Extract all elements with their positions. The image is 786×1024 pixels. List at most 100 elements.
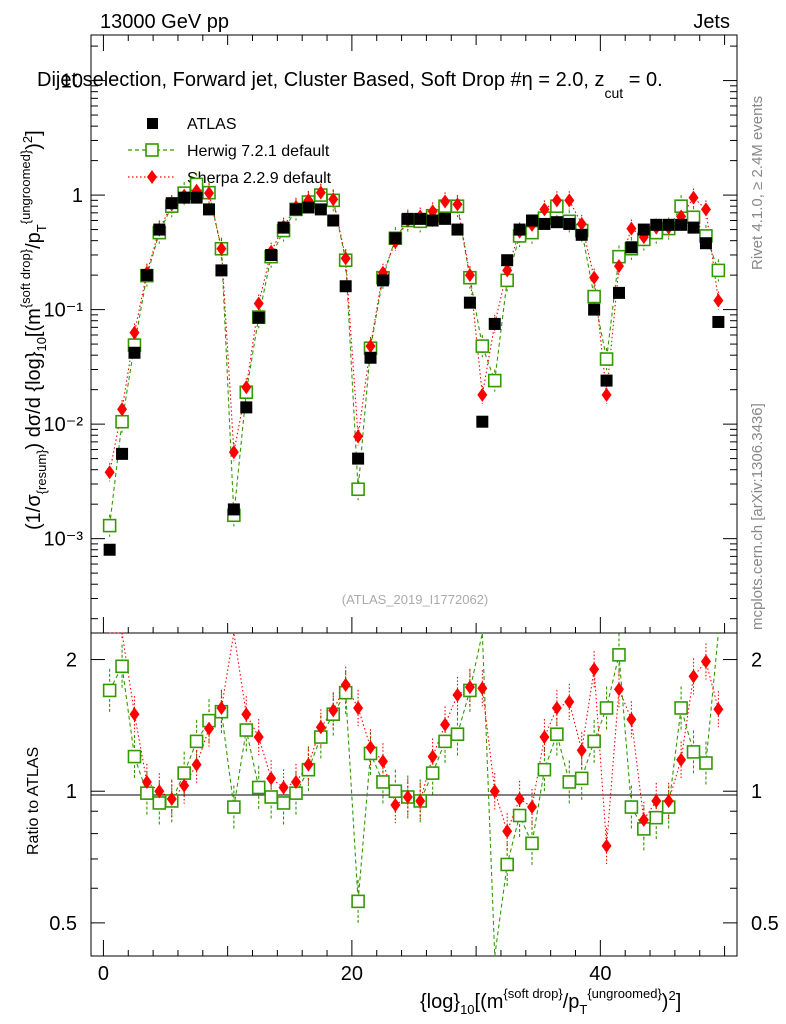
ratio-herwig-point (500, 857, 514, 872)
atlas-point (463, 296, 476, 309)
sherpa-point (564, 193, 575, 208)
main-y-tick-label: 10⁻³ (44, 529, 84, 551)
ratio-sherpa-point (601, 838, 612, 853)
atlas-point (699, 237, 712, 250)
ratio-herwig-point (550, 727, 564, 742)
ratio-herwig-point (450, 727, 465, 742)
sherpa-point (104, 465, 115, 480)
ratio-herwig-point (227, 800, 241, 814)
energy-label: 13000 GeV pp (100, 11, 229, 33)
atlas-point (252, 311, 265, 324)
ratio-herwig-point (376, 775, 390, 789)
herwig-point (587, 289, 601, 304)
atlas-point (588, 303, 601, 316)
xlabel: {log}10[(m{soft drop}/pT{ungroomed})2] (420, 986, 681, 1017)
ratio-sherpa-point (166, 791, 177, 806)
mcplots-label: mcplots.cern.ch [arXiv:1306.3436] (749, 403, 766, 630)
sherpa-point (328, 192, 339, 207)
atlas-point (439, 212, 452, 225)
rivet-label: Rivet 4.1.0, ≥ 2.4M events (749, 96, 766, 270)
atlas-point (451, 223, 464, 236)
ratio-sherpa-point (315, 720, 326, 735)
ratio-sherpa-point (514, 791, 525, 806)
ratio-sherpa-point (613, 682, 624, 697)
atlas-point (612, 286, 625, 299)
atlas-point (426, 214, 439, 227)
atlas-point (712, 315, 725, 328)
ratio-herwig-point (251, 780, 266, 795)
ratio-sherpa-point (464, 680, 475, 695)
ratio-sherpa-point (688, 669, 699, 684)
ratio-sherpa-point (278, 780, 289, 795)
sherpa-point (477, 387, 488, 402)
herwig-point (351, 482, 365, 497)
legend-atlas-marker (147, 118, 158, 129)
atlas-point (401, 212, 414, 225)
atlas-point (240, 401, 253, 414)
ratio-herwig-point (624, 800, 639, 814)
ratio-sherpa-point (551, 700, 562, 715)
ratio-herwig-point (599, 701, 614, 715)
ratio-sherpa-point (638, 812, 649, 827)
atlas-point (140, 269, 153, 282)
ratio-sherpa-point (477, 681, 488, 696)
ratio-y-tick-label-right: 2 (751, 650, 762, 672)
sherpa-point (626, 221, 637, 236)
ratio-herwig-point (239, 723, 254, 737)
main-y-tick-label: 10⁻¹ (44, 300, 84, 322)
atlas-point (116, 447, 129, 460)
atlas-point (376, 274, 389, 287)
category-label: Jets (693, 11, 730, 33)
ratio-sherpa-point (663, 793, 674, 808)
atlas-point (675, 218, 688, 231)
ratio-herwig-point (649, 810, 664, 825)
ratio-sherpa-point (713, 702, 724, 717)
sherpa-point (502, 263, 513, 278)
sherpa-point (700, 202, 711, 217)
ratio-sherpa-point (502, 824, 513, 839)
ratio-sherpa-point (253, 730, 264, 745)
ratio-sherpa-point (489, 784, 500, 799)
x-tick-label: 40 (589, 963, 611, 985)
ratio-herwig-point (587, 734, 601, 749)
ratio-sherpa-point (191, 757, 202, 772)
atlas-point (364, 351, 377, 364)
ratio-sherpa-point (564, 694, 575, 709)
atlas-point (327, 214, 340, 227)
sherpa-point (589, 270, 600, 285)
selection-title-sub: cut (604, 85, 623, 101)
sherpa-point (129, 325, 140, 340)
atlas-point (153, 223, 166, 236)
atlas-point (687, 221, 700, 234)
atlas-point (662, 218, 675, 231)
ratio-sherpa-point (589, 662, 600, 677)
ratio-sherpa-point (415, 793, 426, 808)
sherpa-point (613, 259, 624, 274)
ratio-sherpa-point (651, 793, 662, 808)
atlas-point (575, 228, 588, 241)
ratio-sherpa-point (204, 721, 215, 736)
legend: ATLAS Herwig 7.2.1 default Sherpa 2.2.9 … (128, 116, 332, 187)
atlas-point (513, 223, 526, 236)
ratio-sherpa-point (539, 730, 550, 745)
sherpa-point (365, 339, 376, 354)
ratio-sherpa-point (676, 752, 687, 767)
atlas-point (550, 216, 563, 229)
ratio-herwig-point (674, 701, 688, 715)
ratio-sherpa-point (179, 778, 190, 793)
sherpa-point (440, 194, 451, 209)
atlas-point (215, 264, 228, 277)
ratio-herwig-point (512, 808, 527, 823)
ratio-sherpa-point (290, 774, 301, 789)
sherpa-point (241, 380, 252, 395)
ratio-herwig-point (438, 734, 452, 749)
ratio-herwig-point (152, 796, 167, 810)
herwig-point (711, 263, 726, 278)
sherpa-point (340, 251, 351, 266)
ratio-herwig-point (102, 683, 117, 698)
atlas-point (227, 503, 240, 516)
ratio-sherpa-point (527, 800, 538, 815)
sherpa-point (464, 268, 475, 283)
